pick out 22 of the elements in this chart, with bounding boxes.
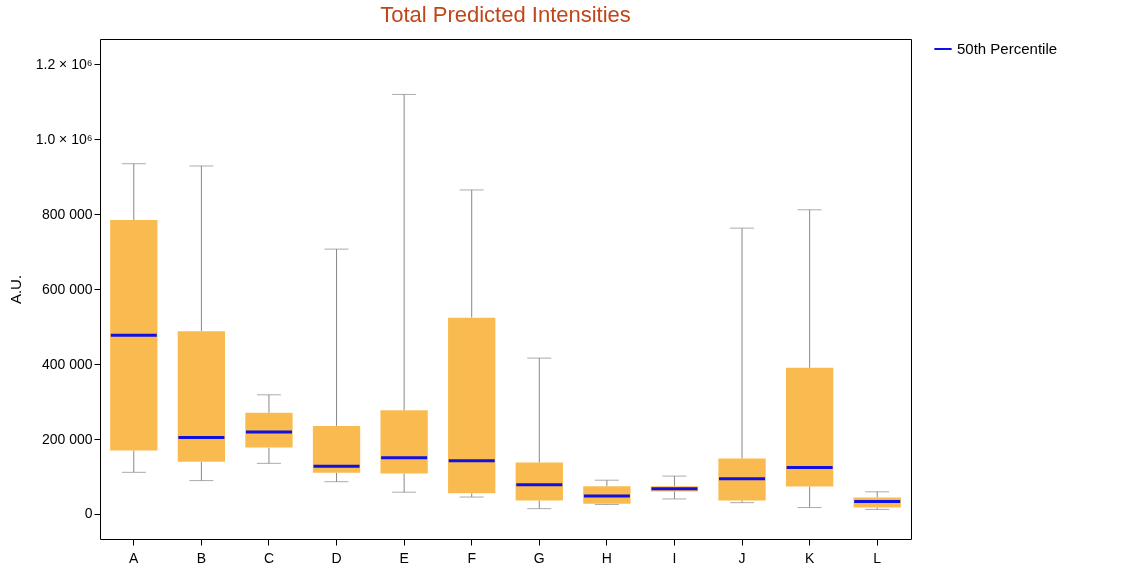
text: 50th Percentile (957, 40, 1058, 57)
y-tick-label: 1.0 × 10⁶ (35, 130, 93, 147)
x-tick-label: B (196, 549, 207, 566)
x-tick-label: J (738, 549, 746, 566)
y-tick-label: 0 (84, 505, 93, 522)
x-tick-label: K (804, 549, 815, 566)
y-tick-label: 200 000 (41, 430, 93, 447)
y-axis-title: A.U. (6, 274, 24, 305)
y-tick-label: 800 000 (41, 205, 93, 222)
x-tick-label: G (533, 549, 545, 566)
x-tick-label: I (672, 549, 677, 566)
x-tick-label: L (873, 549, 882, 566)
x-tick-label: C (263, 549, 275, 566)
x-tick-label: F (467, 549, 476, 566)
x-tick-label: D (331, 549, 342, 566)
x-tick-label: E (399, 549, 409, 566)
chart-title: Total Predicted Intensities (380, 2, 631, 27)
y-tick-label: 1.2 × 10⁶ (35, 55, 93, 72)
y-tick-label: 400 000 (41, 355, 93, 372)
y-tick-label: 600 000 (41, 280, 93, 297)
x-tick-label: H (601, 549, 612, 566)
x-tick-label: A (129, 549, 140, 566)
